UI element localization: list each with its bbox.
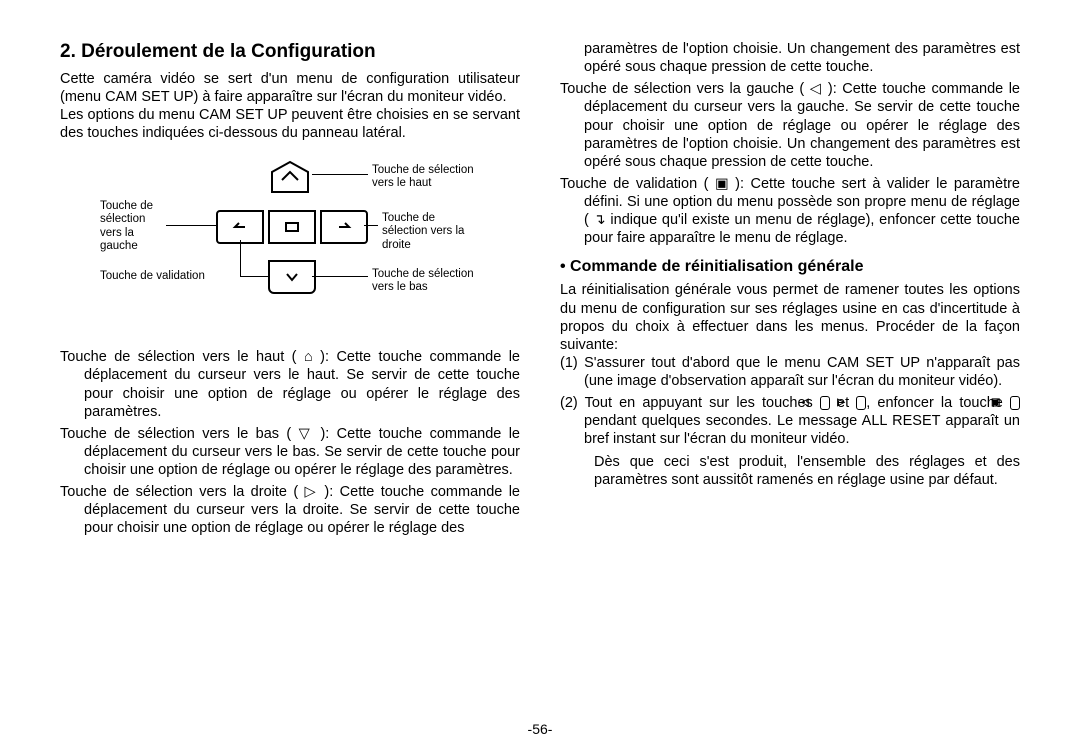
up-button-icon bbox=[268, 160, 312, 194]
button-diagram: Touche de sélection vers le haut Touche … bbox=[100, 160, 480, 330]
validate-button-icon bbox=[268, 210, 316, 244]
para-up: Touche de sélection vers le haut ( ⌂ ): … bbox=[60, 348, 520, 421]
reset-step-2-cont: Dès que ceci s'est produit, l'ensemble d… bbox=[560, 453, 1020, 489]
down-button-icon bbox=[268, 260, 316, 294]
diagram-label-valid: Touche de validation bbox=[100, 270, 240, 283]
reset-heading: • Commande de réinitialisation générale bbox=[560, 257, 1020, 277]
validate-icon: ▣ bbox=[1010, 396, 1020, 410]
step2-text-c: , enfoncer la touche bbox=[866, 395, 1010, 411]
diagram-label-up: Touche de sélection vers le haut bbox=[372, 164, 482, 190]
right-column: paramètres de l'option choisie. Un chang… bbox=[560, 40, 1020, 729]
reset-step-2: (2) Tout en appuyant sur les touches ◁ e… bbox=[560, 394, 1020, 448]
left-button-icon bbox=[216, 210, 264, 244]
diagram-label-right: Touche de sélection vers la droite bbox=[382, 212, 482, 252]
para-valid: Touche de validation ( ▣ ): Cette touche… bbox=[560, 175, 1020, 248]
section-heading: 2. Déroulement de la Configuration bbox=[60, 40, 520, 64]
intro-para-1: Cette caméra vidéo se sert d'un menu de … bbox=[60, 70, 520, 106]
right-button-icon bbox=[320, 210, 368, 244]
para-left: Touche de sélection vers la gauche ( ◁ )… bbox=[560, 80, 1020, 171]
step2-text-d: pendant quelques secondes. Le message AL… bbox=[584, 413, 1020, 447]
step2-text-a: (2) Tout en appuyant sur les touches bbox=[560, 395, 820, 411]
reset-intro: La réinitialisation générale vous permet… bbox=[560, 281, 1020, 354]
cont-right: paramètres de l'option choisie. Un chang… bbox=[560, 40, 1020, 76]
page-number: -56- bbox=[0, 721, 1080, 737]
para-right: Touche de sélection vers la droite ( ▷ )… bbox=[60, 483, 520, 537]
page: 2. Déroulement de la Configuration Cette… bbox=[0, 0, 1080, 749]
para-down: Touche de sélection vers le bas ( ▽ ): C… bbox=[60, 425, 520, 479]
left-arrow-icon: ◁ bbox=[820, 396, 830, 410]
reset-step-1: (1) S'assurer tout d'abord que le menu C… bbox=[560, 354, 1020, 390]
diagram-label-down: Touche de sélection vers le bas bbox=[372, 268, 482, 294]
left-column: 2. Déroulement de la Configuration Cette… bbox=[60, 40, 520, 729]
right-arrow-icon: ▷ bbox=[856, 396, 866, 410]
intro-para-2: Les options du menu CAM SET UP peuvent ê… bbox=[60, 106, 520, 142]
diagram-label-left: Touche de sélection vers la gauche bbox=[100, 200, 170, 253]
